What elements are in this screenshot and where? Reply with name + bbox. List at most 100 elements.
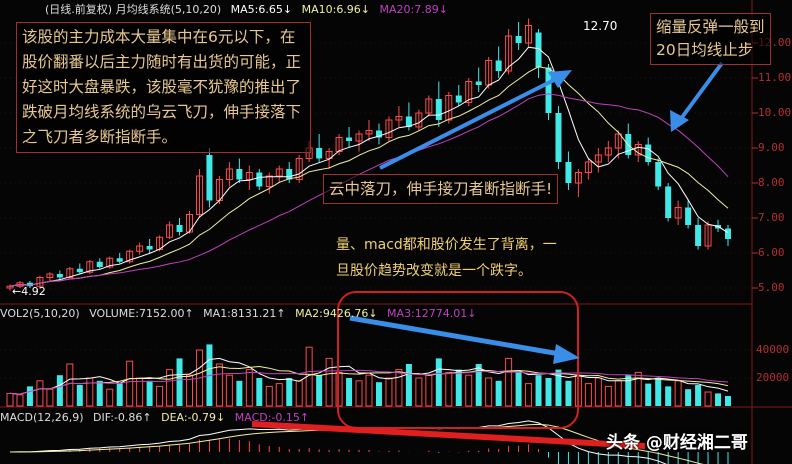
candle-body	[604, 147, 612, 156]
candle-body	[594, 154, 602, 163]
volume-bar	[225, 374, 233, 407]
volume-bar	[236, 380, 243, 406]
macd-title: MACD(12,26,9)	[0, 411, 84, 424]
volume-bar	[385, 377, 393, 407]
volume-bar	[645, 383, 652, 406]
ma10-value: MA10:6.96↓	[301, 3, 371, 16]
candle-body	[555, 113, 562, 162]
candle-body	[674, 207, 682, 219]
candle-body	[256, 172, 263, 187]
high-price-label: 12.70	[583, 19, 618, 33]
candle-body	[56, 274, 63, 278]
candle-body	[355, 133, 363, 142]
candle-body	[66, 268, 74, 278]
volume-bar	[76, 385, 83, 406]
price-tick-label: 6.00	[758, 246, 785, 259]
low-price-label: ←4.92	[12, 285, 46, 298]
volume-bar	[405, 364, 412, 406]
candle-body	[475, 81, 482, 85]
price-tick-label: 10.00	[758, 106, 792, 119]
volume-bar	[66, 363, 74, 407]
volume-bar	[614, 380, 622, 407]
price-tick-label: 7.00	[758, 211, 785, 224]
volume-bar	[156, 385, 164, 407]
candle-body	[245, 172, 253, 180]
candle-body	[425, 98, 433, 114]
arrow-volume-divergence	[349, 315, 580, 364]
candle-body	[704, 224, 712, 247]
volume-bar	[425, 374, 433, 407]
candle-body	[236, 169, 243, 180]
ma10-line	[9, 66, 729, 287]
volume-bar	[465, 374, 473, 407]
candle-body	[495, 60, 502, 71]
candle-body	[405, 116, 412, 127]
volume-bar	[415, 377, 423, 407]
annotation-rebound: 缩量反弹一般到 20日均线止步	[650, 13, 771, 65]
candle-body	[584, 161, 592, 173]
volume-bar	[704, 391, 712, 407]
annotation-main-cost: 该股的主力成本大量集中在6元以下，在 股价翻番以后主力随时有出货的可能，正 好这…	[16, 22, 311, 153]
vol-ma2: MA2:9426.76↓	[295, 307, 378, 320]
candle-body	[465, 81, 473, 103]
macd-header: MACD(12,26,9) DIF:-0.86↑ DEA:-0.79↓ MACD…	[0, 411, 315, 424]
candle-body	[695, 225, 702, 246]
volume-bar	[535, 375, 542, 406]
candle-body	[325, 151, 333, 159]
volume-bar	[495, 380, 502, 406]
macd-divergence-line	[251, 421, 646, 449]
candle-body	[565, 162, 572, 183]
vol-ma3: MA3:12774.01↓	[387, 307, 477, 320]
candle-body	[525, 25, 533, 44]
volume-bar	[26, 386, 33, 406]
annotation-line: 缩量反弹一般到	[656, 18, 765, 36]
volume-bar	[395, 369, 403, 407]
candle-body	[725, 228, 731, 239]
candle-body	[645, 144, 652, 162]
annotation-line: 该股的主力成本大量集中在6元以下，在	[22, 28, 296, 46]
volume-bar	[265, 385, 273, 407]
volume-bar	[505, 357, 513, 407]
ma20-value: MA20:7.89↓	[379, 3, 448, 16]
candle-body	[515, 36, 522, 43]
volume-bar	[565, 380, 572, 406]
volume-bar	[604, 385, 612, 407]
volume-bar	[316, 375, 323, 406]
ma5-value: MA5:6.65↓	[230, 3, 293, 16]
candle-body	[335, 137, 343, 152]
candle-body	[76, 268, 83, 273]
volume-bar	[186, 374, 193, 407]
volume-value: VOLUME:7152.00↑	[89, 307, 194, 320]
annotation-line: 旦股价趋势改变就是一个跌字。	[336, 263, 532, 279]
candle-body	[614, 133, 622, 149]
ma20-line	[9, 93, 729, 287]
volume-ma20-line	[9, 369, 729, 395]
volume-bar	[655, 378, 662, 406]
candle-body	[365, 130, 373, 135]
candle-body	[346, 137, 353, 141]
volume-bar	[545, 378, 552, 406]
volume-bar	[126, 360, 134, 407]
price-tick-label: 9.00	[758, 141, 785, 154]
candle-body	[505, 35, 513, 72]
candle-body	[96, 261, 103, 267]
candle-body	[106, 257, 114, 268]
volume-bar	[455, 369, 462, 406]
ma5-line	[9, 46, 729, 287]
volume-bar	[665, 386, 672, 406]
volume-bar	[685, 389, 692, 406]
volume-bar	[136, 377, 144, 407]
price-tick-label: 8.00	[758, 176, 785, 189]
annotation-falling-knife: 云中落刀，伸手接刀者断指断手!	[323, 174, 559, 204]
arrow-price-divergence	[379, 70, 572, 170]
volume-ma10-line	[9, 366, 729, 395]
volume-bar	[475, 364, 482, 406]
volume-bar	[515, 372, 522, 406]
candles	[6, 18, 731, 291]
volume-bar	[36, 380, 44, 407]
candle-body	[275, 168, 283, 177]
volume-bar	[435, 358, 442, 406]
volume-bar	[594, 377, 602, 407]
